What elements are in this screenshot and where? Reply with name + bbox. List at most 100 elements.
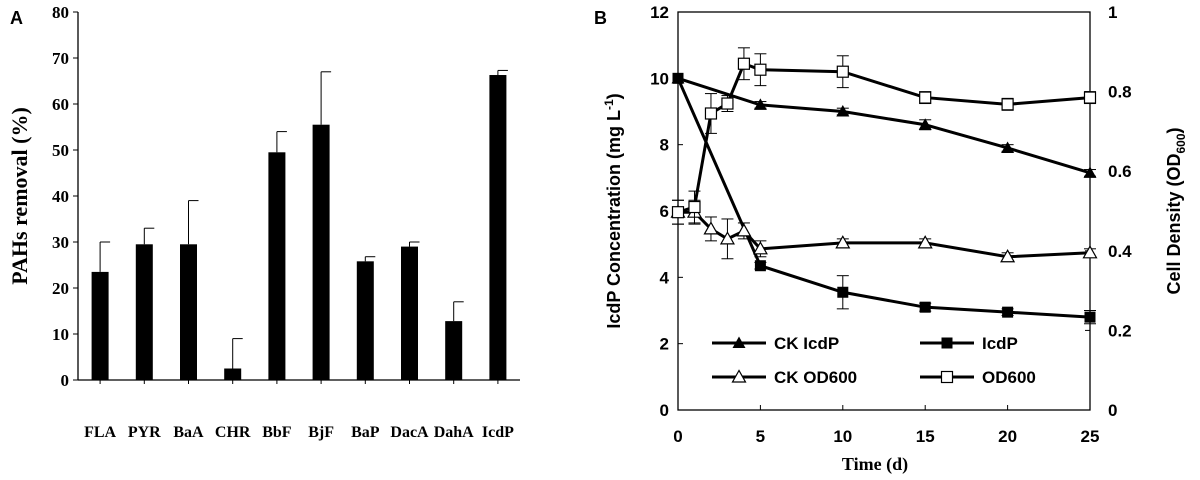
data-point (918, 118, 932, 130)
panel-a: A 0 10 20 30 40 50 60 70 80 FLA PYR BaA CHR BbF BjF BaP D… (7, 3, 520, 441)
data-point (672, 72, 684, 84)
y-left-tick-label: 6 (660, 202, 669, 221)
data-point (835, 235, 851, 249)
legend-item: OD600 (920, 368, 1036, 387)
legend-marker (940, 370, 954, 384)
y-tick-label: 20 (52, 279, 69, 298)
panel-label-b: B (594, 8, 607, 28)
y-tick-label: 50 (52, 141, 69, 160)
data-point (1084, 311, 1096, 323)
data-point (836, 105, 850, 117)
x-tick-label: BaA (173, 424, 204, 441)
legend-label: IcdP (982, 334, 1018, 353)
bar-fla (91, 271, 109, 380)
data-point (919, 91, 932, 104)
legend-marker (941, 337, 953, 349)
y-right-tick-label: 0.8 (1108, 83, 1132, 102)
legend: CK IcdP IcdP CK OD600 OD600 (712, 334, 1036, 387)
legend-item: CK IcdP (712, 334, 839, 353)
y-left-tick-label: 2 (660, 335, 669, 354)
x-tick-label: 0 (673, 427, 682, 446)
x-tick-label: 25 (1081, 427, 1100, 446)
x-tick-label: PYR (128, 424, 161, 441)
data-point (919, 301, 931, 313)
data-point (1002, 306, 1014, 318)
y-right-tick-label: 0.4 (1108, 242, 1132, 261)
y-left-tick-label: 0 (660, 401, 669, 420)
data-point (753, 98, 767, 110)
bar-bbf (268, 152, 286, 380)
data-point (754, 260, 766, 272)
bar-daha (445, 321, 463, 380)
data-point (703, 221, 719, 235)
data-point (1001, 141, 1015, 153)
data-point (837, 286, 849, 298)
series-od600 (671, 47, 1097, 225)
data-point (1083, 166, 1097, 178)
series-line (676, 77, 1091, 319)
bar-icdp (489, 75, 507, 381)
legend-marker (732, 336, 746, 348)
y-tick-label: 30 (52, 233, 69, 252)
data-point (836, 65, 849, 78)
x-tick-label: 15 (916, 427, 935, 446)
bar-daca (401, 246, 418, 380)
x-tick-label: DacA (390, 424, 429, 441)
data-point (1082, 245, 1098, 259)
y-right-tick-label: 0.2 (1108, 321, 1132, 340)
bar-bap (356, 261, 374, 380)
x-tick-label: BaP (351, 424, 380, 441)
legend-label: OD600 (982, 368, 1036, 387)
data-point (754, 63, 767, 76)
data-point (736, 223, 752, 237)
series-line (678, 210, 1091, 259)
data-point (671, 206, 685, 219)
bar-pyr (135, 244, 153, 380)
x-tick-label: CHR (215, 424, 251, 441)
x-tick-label: BbF (262, 424, 292, 441)
legend-label: CK OD600 (774, 368, 857, 387)
data-point (917, 235, 933, 249)
y-left-tick-label: 10 (650, 69, 669, 88)
legend-label: CK IcdP (774, 334, 839, 353)
panel-label-a: A (10, 8, 23, 28)
data-point (737, 57, 751, 70)
x-tick-label: FLA (84, 424, 116, 441)
legend-item: IcdP (920, 334, 1018, 353)
data-point (1083, 91, 1097, 104)
y-tick-label: 0 (61, 371, 70, 390)
y-tick-label: 80 (52, 3, 69, 22)
data-point (1001, 98, 1014, 111)
x-tick-label: IcdP (482, 424, 514, 441)
y-left-tick-label: 8 (660, 136, 669, 155)
series-line (677, 61, 1091, 214)
y-right-tick-label: 0.6 (1108, 162, 1132, 181)
y-left-axis-title: IcdP Concentration (mg L-1) (602, 93, 624, 328)
y-right-axis-title: Cell Density (OD600) (1164, 127, 1188, 294)
y-left-tick-label: 12 (650, 3, 669, 22)
y-tick-label: 40 (52, 187, 69, 206)
x-tick-label: 10 (833, 427, 852, 446)
y-left-tick-label: 4 (660, 268, 670, 287)
x-axis-title: Time (d) (842, 454, 908, 475)
bar-chr (224, 368, 242, 380)
bar-bjf (312, 124, 330, 380)
y-right-tick-label: 0 (1108, 401, 1117, 420)
data-point (688, 200, 701, 214)
data-point (721, 97, 734, 110)
x-tick-label: DahA (434, 424, 474, 441)
data-point (752, 241, 768, 255)
series-line (677, 76, 1091, 175)
x-tick-label: 5 (756, 427, 765, 446)
data-point (704, 107, 718, 120)
y-axis-title: PAHs removal (%) (7, 107, 32, 285)
y-tick-label: 60 (52, 95, 69, 114)
series-icdp (672, 72, 1096, 325)
legend-marker (731, 369, 747, 383)
data-point (719, 231, 735, 245)
legend-item: CK OD600 (712, 368, 857, 387)
bar-baa (180, 244, 197, 380)
x-tick-label: BjF (308, 424, 334, 441)
y-right-tick-label: 1 (1108, 3, 1117, 22)
